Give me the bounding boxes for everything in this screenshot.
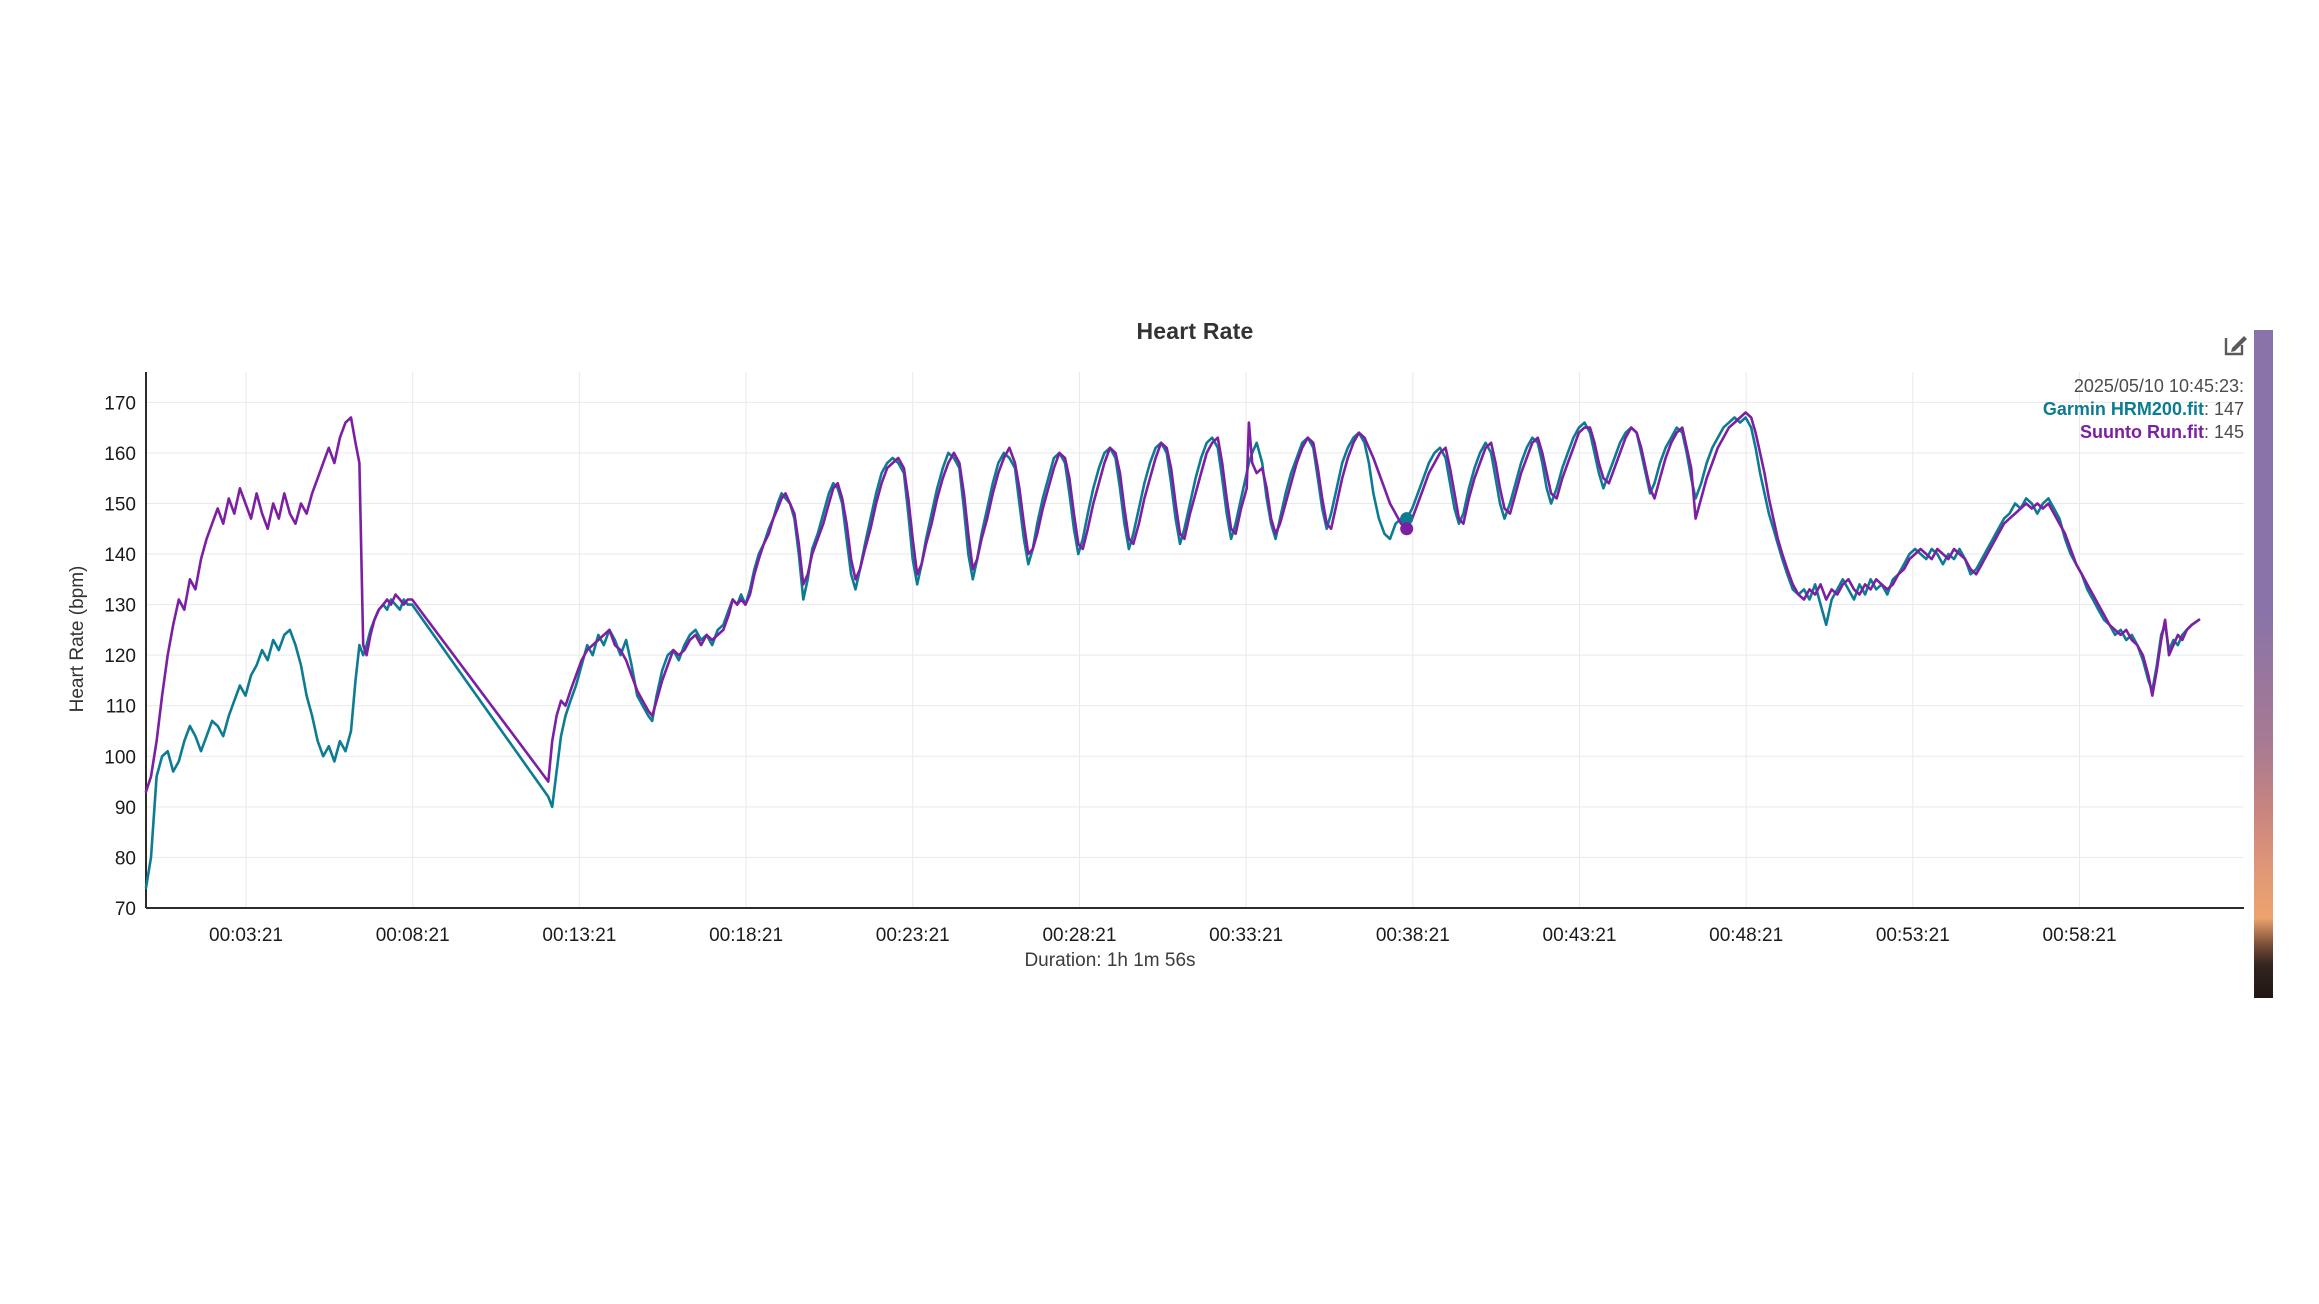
series-line-suunto — [144, 411, 2201, 794]
hover-dot-suunto — [1400, 522, 1414, 536]
y-tick-label: 120 — [104, 646, 136, 667]
hover-garmin-name: Garmin HRM200.fit — [2042, 399, 2204, 419]
chart-plot-area[interactable] — [146, 372, 2244, 908]
chart-canvas[interactable]: 70 80 90 100 110 120 130 140 150 160 170 00:03:21 00… — [0, 0, 2319, 1050]
heart-rate-chart: 70 80 90 100 110 120 130 140 150 160 170 00:03:21 00… — [0, 0, 2319, 1050]
series-line-garmin — [144, 416, 2201, 890]
edit-icon[interactable] — [2222, 332, 2248, 358]
y-tick-label: 70 — [115, 899, 136, 920]
x-tick-label: 00:13:21 — [542, 925, 616, 946]
x-tick-label: 00:58:21 — [2043, 925, 2117, 946]
hover-timestamp: 2025/05/10 10:45:23: — [2073, 376, 2244, 396]
y-tick-label: 140 — [104, 545, 136, 566]
hover-suunto-name: Suunto Run.fit — [2079, 422, 2204, 442]
x-tick-label: 00:43:21 — [1543, 925, 1617, 946]
y-tick-label: 80 — [115, 848, 136, 869]
hover-legend: 2025/05/10 10:45:23: Garmin HRM200.fit: … — [2043, 375, 2244, 444]
hover-suunto-value: : 145 — [2203, 422, 2244, 442]
hover-dot-garmin — [1400, 512, 1414, 526]
x-tick-label: 00:03:21 — [209, 925, 283, 946]
x-tick-label: 00:53:21 — [1876, 925, 1950, 946]
hover-garmin-row: Garmin HRM200.fit: 147 — [2043, 398, 2244, 421]
x-tick-label: 00:23:21 — [876, 925, 950, 946]
x-axis-duration-label: Duration: 1h 1m 56s — [1024, 950, 1196, 971]
y-tick-label: 100 — [104, 747, 136, 768]
side-photo-sliver — [2254, 330, 2273, 998]
x-tick-label: 00:48:21 — [1709, 925, 1783, 946]
x-tick-label: 00:38:21 — [1376, 925, 1450, 946]
x-tick-label: 00:18:21 — [709, 925, 783, 946]
chart-title: Heart Rate — [1136, 318, 1254, 344]
y-tick-label: 160 — [104, 444, 136, 465]
y-tick-label: 170 — [104, 393, 136, 414]
y-tick-label: 110 — [106, 697, 136, 718]
hover-suunto-row: Suunto Run.fit: 145 — [2043, 421, 2244, 444]
x-tick-label: 00:08:21 — [376, 925, 450, 946]
x-tick-label: 00:33:21 — [1209, 925, 1283, 946]
y-tick-label: 130 — [104, 596, 136, 617]
y-axis-title: Heart Rate (bpm) — [67, 565, 88, 713]
hover-garmin-value: : 147 — [2203, 399, 2244, 419]
y-tick-label: 90 — [115, 798, 136, 819]
y-tick-label: 150 — [104, 494, 136, 515]
x-tick-label: 00:28:21 — [1042, 925, 1116, 946]
